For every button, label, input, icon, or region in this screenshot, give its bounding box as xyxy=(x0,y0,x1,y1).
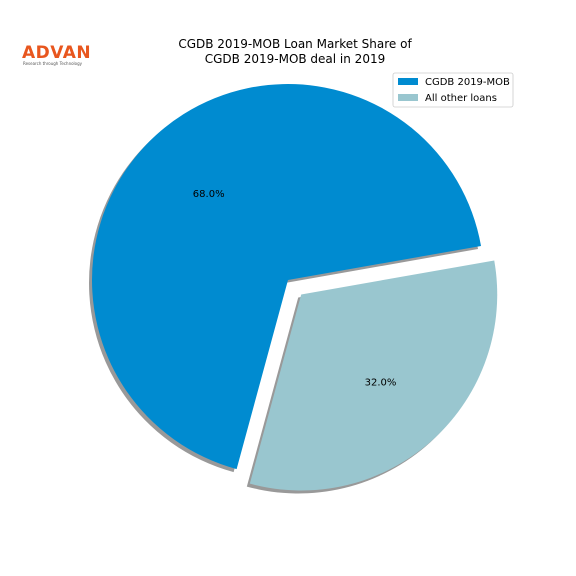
logo-name: ADVAN xyxy=(22,43,91,63)
slice-pct-label-1: 32.0% xyxy=(365,377,397,388)
advan-logo: ADVAN Research through Technology xyxy=(22,43,91,66)
legend-frame xyxy=(392,72,514,108)
pie-slice-all-other-loans xyxy=(249,260,498,491)
legend: CGDB 2019-MOB All other loans xyxy=(392,72,514,108)
chart-title-line-1: CGDB 2019-MOB Loan Market Share of xyxy=(178,37,412,51)
legend-label-cgdb: CGDB 2019-MOB xyxy=(425,77,510,88)
pie-slice-cgdb-2019-mob xyxy=(92,83,482,470)
legend-swatch-cgdb xyxy=(398,78,418,85)
legend-label-other: All other loans xyxy=(425,93,497,104)
slice-pct-label-0: 68.0% xyxy=(193,189,225,200)
slice-labels: 68.0% 32.0% xyxy=(193,189,397,388)
chart-title-line-2: CGDB 2019-MOB deal in 2019 xyxy=(205,52,385,66)
slices xyxy=(92,83,498,491)
logo-tagline: Research through Technology xyxy=(23,61,83,66)
legend-swatch-other xyxy=(398,94,418,101)
